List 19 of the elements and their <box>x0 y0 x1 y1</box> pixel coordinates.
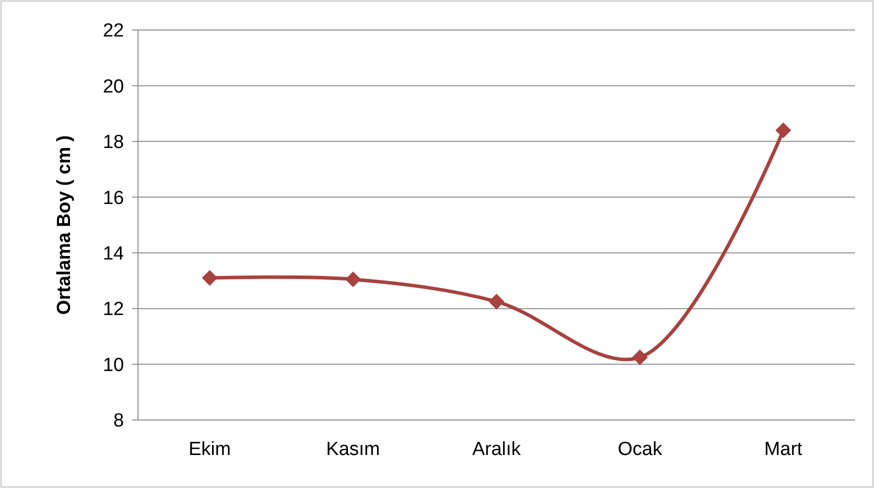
y-tick-label: 16 <box>102 188 124 209</box>
y-tick-label: 14 <box>102 244 124 265</box>
x-tick-label: Mart <box>764 439 804 460</box>
point <box>202 270 218 286</box>
point <box>776 122 791 138</box>
point <box>488 294 504 310</box>
x-tick-label: Aralık <box>472 439 522 460</box>
y-tick-label: 22 <box>102 20 124 42</box>
y-axis-title: Ortalama Boy ( cm ) <box>54 135 75 315</box>
x-tick-label: Ekim <box>188 439 231 460</box>
y-tick-label: 10 <box>102 354 124 376</box>
y-tick-label: 18 <box>102 132 124 154</box>
x-tick-label: Kasım <box>326 439 380 460</box>
point <box>632 350 648 365</box>
x-tick-label: Ocak <box>618 439 663 460</box>
y-tick-label: 20 <box>102 76 124 98</box>
point <box>345 272 361 287</box>
y-tick-label: 12 <box>102 299 124 320</box>
y-tick-label: 8 <box>113 410 124 432</box>
